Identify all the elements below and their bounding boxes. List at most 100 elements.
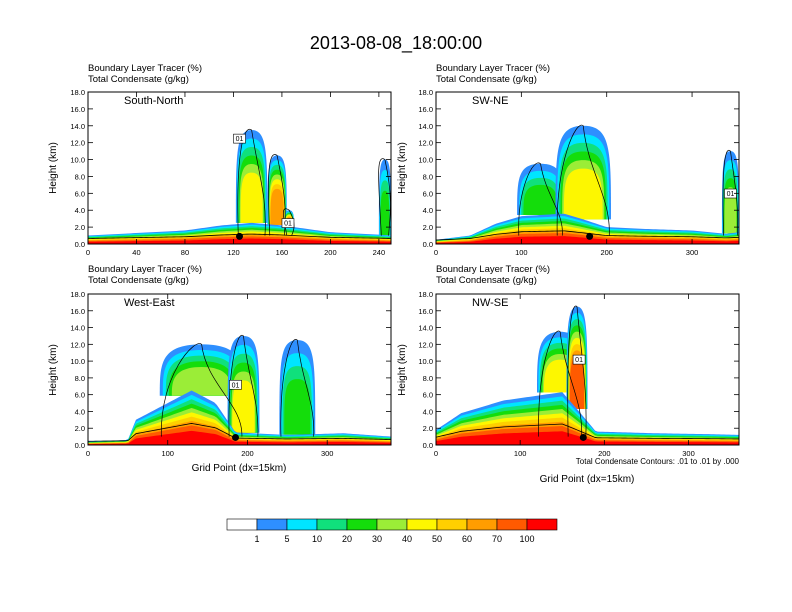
y-tick-label: 8.0 [423, 172, 433, 181]
terrain-line [436, 230, 739, 241]
y-tick-label: 18.0 [418, 290, 433, 299]
y-axis-label: Height (km) [397, 344, 408, 396]
plot-body: 01 01 [88, 128, 391, 244]
y-tick-label: 2.0 [423, 424, 433, 433]
x-tick-label: 0 [86, 449, 90, 458]
tracer-band [88, 430, 391, 445]
legend-swatch [526, 518, 558, 531]
legend-swatch [286, 518, 318, 531]
y-tick-label: 0.0 [75, 441, 85, 450]
y-tick-label: 0.0 [423, 240, 433, 249]
y-tick-label: 8.0 [75, 172, 85, 181]
panel-region-label: West-East [124, 297, 175, 309]
x-tick-label: 100 [515, 248, 528, 257]
y-tick-label: 2.0 [423, 223, 433, 232]
contour-label: 01 [232, 382, 240, 389]
x-tick-label: 300 [686, 248, 699, 257]
x-tick-label: 100 [514, 449, 527, 458]
plume-shell [284, 379, 311, 435]
x-tick-label: 80 [181, 248, 189, 257]
plot-area: 01 01 South-North 0.0 2.0 4.0 6.0 8.0 10.0 12.0 14… [70, 88, 392, 257]
condensate-contour [237, 128, 266, 236]
condensate-contour [378, 158, 391, 236]
legend-label: 5 [284, 534, 289, 544]
x-tick-label: 0 [434, 248, 438, 257]
panel-subtitle-condensate: Total Condensate (g/kg) [436, 275, 537, 286]
plot-area: 01 West-East 0.0 2.0 4.0 6.0 8.0 10.0 12.0 14.0 16… [70, 290, 392, 458]
x-tick-label: 200 [598, 449, 611, 458]
legend-swatch [496, 518, 528, 531]
x-tick-label: 200 [600, 248, 613, 257]
legend-swatch [376, 518, 408, 531]
x-tick-label: 0 [434, 449, 438, 458]
condensate-contour [518, 162, 563, 236]
condensate-contour [280, 339, 315, 437]
y-tick-label: 6.0 [75, 391, 85, 400]
x-tick-label: 0 [86, 248, 90, 257]
legend-swatch [316, 518, 348, 531]
panel-subtitle-tracer: Boundary Layer Tracer (%) [88, 63, 202, 74]
tracer-band [436, 236, 739, 244]
y-axis-label: Height (km) [397, 142, 408, 194]
legend-label: 50 [432, 534, 442, 544]
x-tick-label: 200 [241, 449, 254, 458]
legend-swatch [406, 518, 438, 531]
y-tick-label: 10.0 [70, 357, 85, 366]
terrain-line [88, 423, 391, 442]
y-tick-label: 14.0 [418, 122, 433, 131]
marker-dot [579, 433, 587, 441]
plot-body: 01 [88, 334, 391, 445]
plume-shell [724, 187, 737, 234]
panel-sw-ne: Boundary Layer Tracer (%) Total Condensa… [397, 63, 740, 257]
y-axis-label: Height (km) [48, 344, 59, 396]
contour-label: 01 [236, 136, 244, 143]
contour-label: 01 [575, 357, 583, 364]
y-tick-label: 12.0 [70, 139, 85, 148]
plot-frame [87, 91, 392, 245]
y-tick-label: 4.0 [423, 206, 433, 215]
contour-label: 01 [727, 191, 735, 198]
plume-shell [171, 366, 232, 396]
tracer-band [88, 238, 391, 244]
panel-subtitle-condensate: Total Condensate (g/kg) [436, 74, 537, 85]
y-tick-label: 12.0 [70, 340, 85, 349]
x-axis-label: Grid Point (dx=15km) [540, 474, 635, 485]
y-tick-label: 0.0 [75, 240, 85, 249]
y-tick-label: 6.0 [423, 391, 433, 400]
x-tick-label: 300 [682, 449, 695, 458]
x-tick-label: 120 [227, 248, 240, 257]
y-tick-label: 16.0 [418, 105, 433, 114]
y-tick-label: 6.0 [423, 189, 433, 198]
y-tick-label: 8.0 [75, 374, 85, 383]
condensate-contour [556, 124, 610, 236]
panel-subtitle-tracer: Boundary Layer Tracer (%) [436, 264, 550, 275]
y-tick-label: 18.0 [418, 88, 433, 97]
plot-area: 01 NW-SE 0.0 2.0 4.0 6.0 8.0 10.0 12.0 14.0 16.0 18… [418, 290, 740, 458]
plume-shell [270, 188, 284, 226]
contour-label-box [233, 133, 246, 144]
x-axis-label: Grid Point (dx=15km) [192, 463, 287, 474]
y-axis-label: Height (km) [48, 142, 59, 194]
plot-frame [87, 293, 392, 446]
legend-label: 10 [312, 534, 322, 544]
contour-label-box [281, 218, 295, 228]
plot-area: 01 SW-NE 0.0 2.0 4.0 6.0 8.0 10.0 12.0 14.0 16.0 18… [418, 88, 740, 257]
contour-label-box [572, 354, 586, 365]
panel-region-label: SW-NE [472, 95, 508, 107]
y-tick-label: 4.0 [423, 407, 433, 416]
y-tick-label: 18.0 [70, 88, 85, 97]
y-tick-label: 16.0 [70, 105, 85, 114]
plume-shell [232, 380, 255, 433]
y-tick-label: 18.0 [70, 290, 85, 299]
legend-swatch [466, 518, 498, 531]
panel-region-label: NW-SE [472, 297, 508, 309]
plume-shell [380, 190, 390, 236]
y-tick-label: 2.0 [75, 424, 85, 433]
panel-west-east: Boundary Layer Tracer (%) Total Condensa… [48, 264, 392, 474]
panel-south-north: Boundary Layer Tracer (%) Total Condensa… [48, 63, 392, 257]
legend-label: 100 [519, 534, 534, 544]
x-tick-label: 160 [276, 248, 289, 257]
y-tick-label: 16.0 [70, 307, 85, 316]
x-tick-label: 100 [161, 449, 174, 458]
y-tick-label: 16.0 [418, 307, 433, 316]
